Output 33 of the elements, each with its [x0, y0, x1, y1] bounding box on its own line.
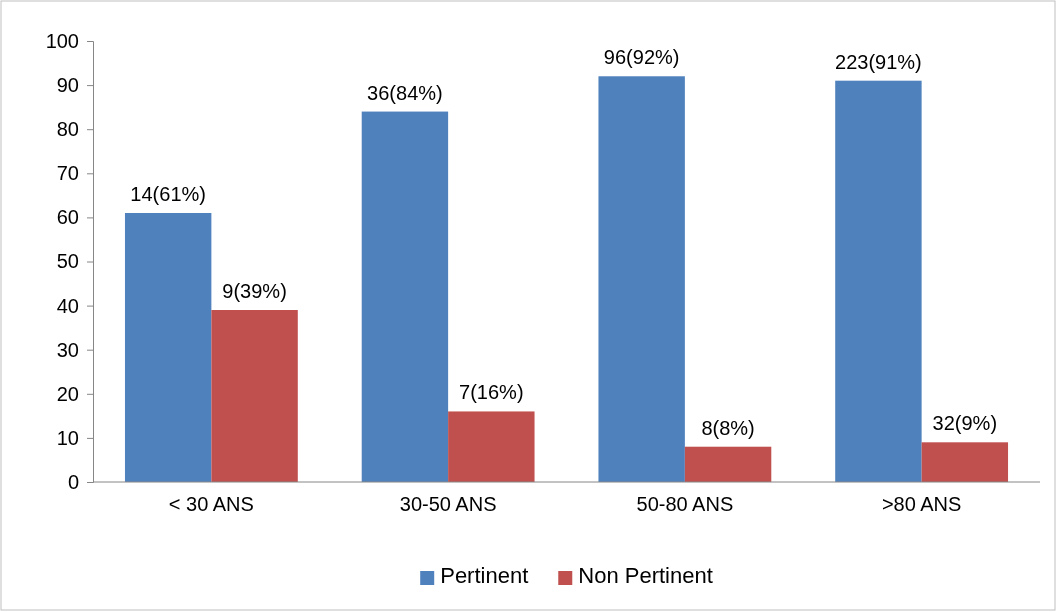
y-tick-label: 90 — [56, 74, 79, 96]
data-label: 14(61%) — [130, 182, 206, 205]
bar — [361, 111, 449, 482]
y-tick-label: 100 — [45, 29, 79, 52]
bar — [835, 80, 922, 482]
bar — [598, 76, 685, 482]
legend-label: Non Pertinent — [578, 563, 713, 588]
data-label: 223(91%) — [835, 50, 922, 73]
data-label: 8(8%) — [701, 416, 755, 439]
x-tick-label: < 30 ANS — [168, 493, 254, 515]
legend-label: Pertinent — [440, 563, 529, 588]
x-tick-label: 30-50 ANS — [399, 493, 497, 515]
y-tick-label: 20 — [56, 382, 79, 405]
y-tick-label: 60 — [56, 206, 79, 229]
bar — [211, 310, 298, 482]
y-tick-label: 50 — [56, 250, 79, 273]
x-tick-label: >80 ANS — [881, 493, 962, 515]
data-label: 96(92%) — [603, 46, 680, 69]
bar — [124, 212, 212, 482]
x-tick-label: 50-80 ANS — [636, 493, 734, 515]
bar — [684, 446, 772, 482]
y-tick-label: 10 — [56, 426, 79, 449]
data-label: 36(84%) — [367, 81, 443, 104]
data-label: 32(9%) — [932, 412, 998, 435]
bar — [448, 411, 535, 482]
y-tick-label: 70 — [56, 162, 79, 185]
y-tick-label: 0 — [67, 470, 79, 493]
data-label: 7(16%) — [459, 381, 524, 404]
bar — [921, 442, 1009, 482]
y-tick-label: 40 — [56, 294, 79, 317]
y-tick-label: 30 — [56, 338, 79, 361]
y-tick-label: 80 — [56, 118, 79, 141]
data-label: 9(39%) — [222, 280, 287, 303]
